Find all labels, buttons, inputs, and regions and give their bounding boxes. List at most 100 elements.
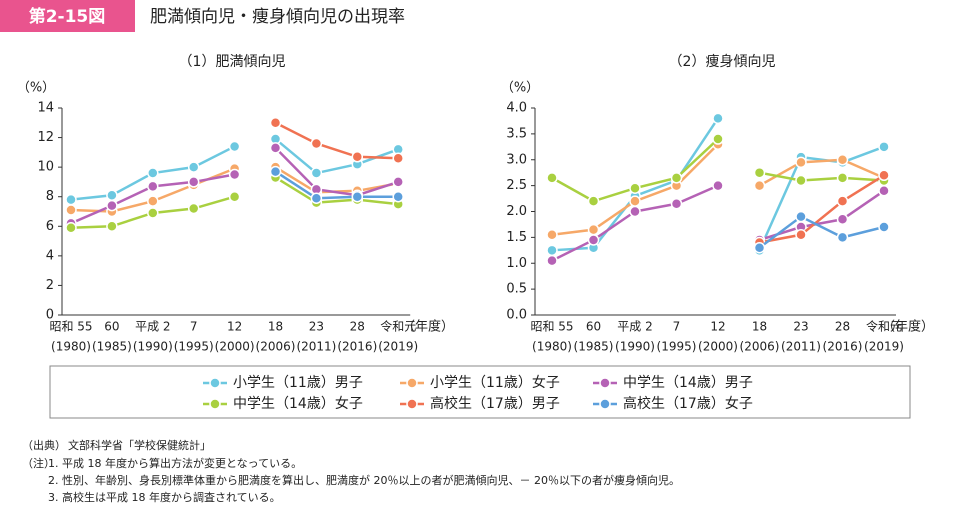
- point: [878, 221, 890, 233]
- x-tick-label: 60: [104, 320, 119, 334]
- point: [546, 254, 558, 267]
- legend-box: [49, 365, 911, 419]
- point: [228, 140, 241, 153]
- legend-label: 小学生（11歳）女子: [430, 374, 560, 391]
- badge: 第2-15図: [29, 6, 106, 27]
- legend-marker: [406, 398, 418, 410]
- point: [269, 142, 282, 154]
- chart-title: （1）肥満傾向児: [179, 54, 286, 70]
- y-tick-label: 3.0: [506, 152, 527, 167]
- point: [187, 161, 200, 173]
- point: [228, 168, 241, 181]
- point: [351, 190, 364, 203]
- x-tick-year: (1985): [574, 340, 614, 354]
- series-line: [274, 147, 399, 197]
- y-tick-label: 0.0: [506, 308, 527, 323]
- chart-title: （2）痩身傾向児: [669, 53, 776, 70]
- badge-bg: [0, 0, 135, 32]
- series-line: [274, 121, 399, 160]
- legend-label: 中学生（14歳）男子: [623, 375, 753, 391]
- x-tick-year: (2006): [740, 340, 780, 354]
- x-tick-year: (2016): [823, 340, 863, 354]
- x-tick-label: 12: [227, 320, 242, 334]
- x-tick-label: 28: [350, 320, 365, 334]
- point: [795, 156, 807, 169]
- x-tick-label: 28: [835, 320, 850, 334]
- x-tick-year: (1985): [92, 340, 132, 354]
- x-tick-year: (2006): [256, 340, 296, 354]
- x-tick-label: 12: [710, 320, 725, 334]
- y-tick-label: 2.0: [506, 204, 527, 219]
- point: [392, 152, 404, 165]
- y-tick-label: 2: [46, 278, 54, 293]
- x-tick-year: (2000): [698, 340, 738, 354]
- point: [65, 222, 77, 234]
- point: [753, 166, 766, 179]
- point: [310, 192, 323, 204]
- point: [836, 154, 849, 166]
- series-line: [758, 158, 885, 187]
- y-tick-label: 0: [46, 308, 54, 323]
- series-line: [758, 145, 885, 251]
- point: [836, 231, 849, 244]
- series-line: [759, 174, 885, 244]
- legend-marker: [406, 377, 418, 389]
- y-axis-label: （%）: [501, 81, 539, 96]
- x-tick-year: (2016): [337, 340, 377, 354]
- series-line: [274, 176, 399, 206]
- point: [629, 205, 641, 218]
- point: [310, 137, 323, 150]
- point: [629, 182, 641, 194]
- point: [228, 190, 241, 203]
- x-axis-label: （年度）: [882, 319, 934, 335]
- point: [65, 193, 77, 206]
- point: [670, 172, 683, 184]
- point: [587, 223, 600, 236]
- point: [187, 176, 200, 188]
- x-tick-label: 令和元: [866, 319, 902, 334]
- point: [546, 244, 558, 257]
- point: [310, 167, 323, 179]
- point: [147, 167, 159, 179]
- point: [65, 204, 77, 216]
- point: [269, 165, 282, 178]
- point: [712, 179, 724, 192]
- legend-label: 高校生（17歳）女子: [623, 395, 753, 412]
- y-tick-label: 10: [37, 160, 54, 175]
- series-line: [274, 170, 399, 200]
- point: [836, 172, 849, 184]
- point: [147, 180, 159, 193]
- x-tick-year: (2011): [781, 340, 821, 354]
- x-tick-label: 23: [309, 320, 324, 334]
- x-tick-year: (1980): [532, 340, 572, 354]
- y-tick-label: 3.5: [506, 126, 527, 141]
- x-tick-label: 60: [586, 320, 601, 334]
- x-axis-label: （年度）: [402, 319, 454, 335]
- legend-marker: [599, 398, 611, 410]
- point: [269, 117, 282, 129]
- point: [795, 174, 807, 187]
- legend-label: 小学生（11歳）男子: [233, 375, 363, 391]
- y-tick-label: 12: [37, 130, 54, 145]
- point: [587, 195, 600, 207]
- series-line: [759, 171, 885, 182]
- note: 2. 性別、年齢別、身長別標準体重から肥満度を算出し、肥満度が 20％以上の者が…: [48, 473, 680, 487]
- point: [795, 210, 807, 223]
- x-tick-label: 7: [673, 320, 681, 334]
- note-label: （注）: [22, 456, 55, 470]
- x-tick-label: 平成 2: [617, 320, 652, 334]
- x-tick-year: (2019): [864, 340, 904, 354]
- figure-title: 肥満傾向児・痩身傾向児の出現率: [150, 7, 405, 27]
- point: [836, 195, 849, 207]
- point: [878, 169, 890, 182]
- x-tick-label: 昭和 55: [530, 320, 573, 334]
- point: [629, 195, 641, 207]
- x-tick-label: 令和元: [380, 319, 416, 334]
- y-tick-label: 4.0: [506, 101, 527, 116]
- point: [187, 202, 200, 215]
- legend-marker: [599, 377, 611, 389]
- y-tick-label: 14: [37, 101, 54, 116]
- point: [546, 172, 558, 184]
- y-axis-label: （%）: [17, 81, 55, 96]
